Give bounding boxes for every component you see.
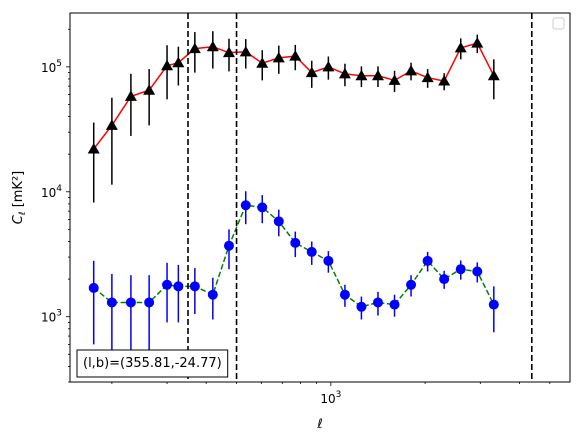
- data-point-triangle: [289, 50, 302, 61]
- data-point-circle: [488, 299, 499, 310]
- data-point-triangle: [161, 59, 174, 71]
- annotation-text: (l,b)=(355.81,-24.77): [83, 356, 222, 371]
- data-point-triangle: [355, 69, 368, 81]
- data-point-triangle: [172, 56, 185, 68]
- data-point-triangle: [405, 64, 418, 76]
- vertical-lines: [187, 13, 533, 382]
- data-point-triangle: [272, 51, 285, 63]
- data-point-circle: [88, 282, 99, 293]
- legend-frame: [552, 17, 565, 30]
- series-2: [88, 191, 499, 367]
- data-point-triangle: [256, 57, 269, 68]
- data-point-triangle: [124, 90, 137, 101]
- data-point-triangle: [388, 74, 401, 85]
- data-point-circle: [106, 297, 117, 308]
- data-point-triangle: [487, 69, 500, 81]
- data-point-triangle: [222, 46, 235, 58]
- tick-label: 103: [41, 309, 62, 325]
- x-axis-label: ℓ: [316, 417, 322, 432]
- data-point-circle: [223, 240, 234, 251]
- data-point-triangle: [188, 42, 201, 54]
- tick-label: 105: [41, 59, 62, 75]
- data-point-circle: [406, 279, 417, 290]
- coordinate-annotation: (l,b)=(355.81,-24.77): [76, 349, 229, 378]
- data-point-triangle: [143, 84, 156, 95]
- data-point-circle: [356, 301, 367, 312]
- data-point-triangle: [87, 143, 100, 154]
- data-point-triangle: [305, 66, 318, 78]
- data-point-triangle: [471, 37, 484, 48]
- data-point-triangle: [371, 69, 384, 81]
- data-point-triangle: [105, 119, 118, 130]
- data-point-circle: [125, 297, 136, 308]
- data-point-circle: [306, 246, 317, 257]
- data-point-circle: [439, 274, 450, 285]
- data-point-triangle: [438, 75, 451, 86]
- data-point-circle: [257, 202, 268, 213]
- data-point-circle: [240, 200, 251, 211]
- annotation-box: [76, 349, 229, 378]
- data-point-circle: [339, 289, 350, 300]
- plot-frame: [69, 12, 571, 383]
- data-point-circle: [290, 237, 301, 248]
- series-line: [93, 204, 495, 308]
- data-point-circle: [207, 289, 218, 300]
- data-point-circle: [173, 281, 184, 292]
- data-point-circle: [273, 216, 284, 227]
- data-point-triangle: [206, 40, 219, 52]
- data-point-circle: [323, 255, 334, 266]
- data-point-triangle: [454, 41, 467, 53]
- data-point-circle: [189, 281, 200, 292]
- series-layer: [87, 31, 500, 367]
- ticks: 103 104 105 103: [41, 28, 551, 406]
- data-point-circle: [372, 297, 383, 308]
- y-axis-label: Cℓ [mK²]: [11, 171, 28, 224]
- data-point-circle: [422, 255, 433, 266]
- series-1: [87, 31, 500, 203]
- data-point-triangle: [338, 67, 351, 79]
- legend-box: [552, 17, 565, 30]
- tick-label: 103: [320, 390, 341, 406]
- data-point-circle: [389, 299, 400, 310]
- data-point-circle: [162, 279, 173, 290]
- data-point-circle: [472, 266, 483, 277]
- data-point-triangle: [421, 71, 434, 83]
- data-point-triangle: [322, 60, 335, 72]
- data-point-circle: [455, 264, 466, 275]
- tick-label: 104: [41, 184, 62, 200]
- data-point-triangle: [239, 45, 252, 57]
- data-point-circle: [144, 297, 155, 308]
